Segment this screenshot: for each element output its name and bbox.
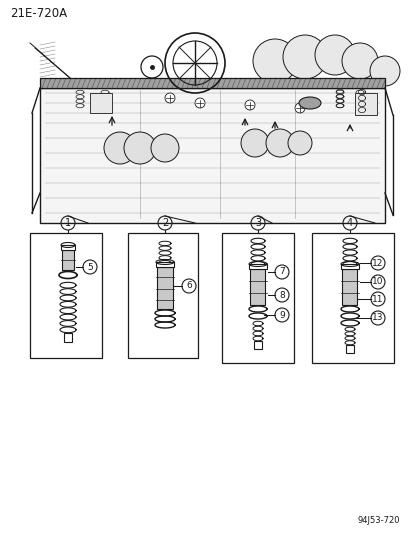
Text: 1: 1 <box>65 218 71 228</box>
Circle shape <box>283 35 327 79</box>
Bar <box>254 341 262 349</box>
Text: 11: 11 <box>372 295 384 303</box>
Text: 6: 6 <box>186 281 192 290</box>
Bar <box>62 250 74 270</box>
Bar <box>222 233 294 363</box>
Bar <box>312 233 394 363</box>
Circle shape <box>370 56 400 86</box>
Bar <box>250 269 265 305</box>
Bar <box>342 269 357 305</box>
Circle shape <box>124 132 156 164</box>
Ellipse shape <box>299 97 321 109</box>
Circle shape <box>295 103 305 113</box>
Text: 9: 9 <box>279 311 285 319</box>
Bar <box>64 333 72 342</box>
Text: 5: 5 <box>87 262 93 271</box>
Text: 2: 2 <box>162 218 168 228</box>
Text: 94J53-720: 94J53-720 <box>357 516 400 525</box>
Text: 7: 7 <box>279 268 285 277</box>
Circle shape <box>165 93 175 103</box>
Bar <box>40 88 385 223</box>
Circle shape <box>245 100 255 110</box>
Bar <box>156 262 174 267</box>
Bar <box>128 233 198 358</box>
Bar <box>341 264 359 269</box>
Bar <box>61 245 75 250</box>
Circle shape <box>253 39 297 83</box>
Bar <box>157 267 173 309</box>
Bar <box>40 78 385 88</box>
Text: 13: 13 <box>372 313 384 322</box>
Bar <box>249 264 267 269</box>
Bar <box>346 345 354 353</box>
Text: 8: 8 <box>279 290 285 300</box>
Circle shape <box>195 98 205 108</box>
Circle shape <box>342 43 378 79</box>
Circle shape <box>241 129 269 157</box>
Bar <box>30 233 102 358</box>
Text: 12: 12 <box>372 259 384 268</box>
Circle shape <box>315 35 355 75</box>
Bar <box>90 93 112 113</box>
Circle shape <box>151 134 179 162</box>
Text: 10: 10 <box>372 278 384 287</box>
Circle shape <box>104 132 136 164</box>
Text: 4: 4 <box>347 218 353 228</box>
Text: 21E-720A: 21E-720A <box>10 7 67 20</box>
Circle shape <box>288 131 312 155</box>
Text: 3: 3 <box>255 218 261 228</box>
Bar <box>355 93 377 115</box>
Circle shape <box>266 129 294 157</box>
